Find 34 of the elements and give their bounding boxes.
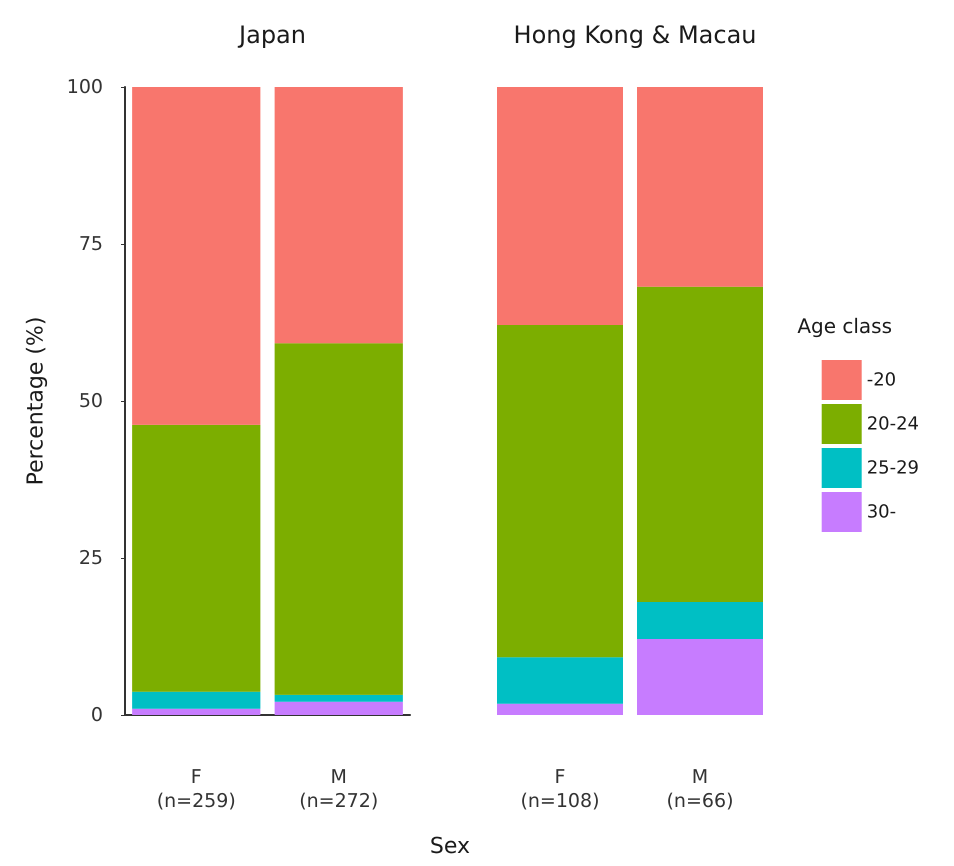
bar — [132, 424, 260, 692]
x-tick-label: F (n=108) — [520, 766, 600, 812]
x-axis-title: Sex — [430, 834, 470, 859]
legend-label: 30- — [866, 502, 896, 522]
y-tick-label: 100 — [66, 76, 103, 98]
bar — [497, 325, 623, 658]
bar — [132, 708, 260, 715]
bar — [274, 343, 403, 695]
legend-label: 20-24 — [866, 414, 920, 434]
chart-title: Japan — [237, 21, 306, 49]
bar — [637, 87, 763, 287]
bar — [132, 692, 260, 709]
bar — [132, 87, 260, 425]
bar — [274, 694, 403, 702]
bar — [497, 87, 623, 326]
x-tick-label: F (n=259) — [156, 766, 236, 812]
bar — [274, 87, 403, 344]
y-tick-label: 50 — [78, 390, 103, 412]
y-tick-label: 0 — [90, 704, 103, 726]
bar — [637, 286, 763, 602]
bar — [497, 657, 623, 704]
legend-title: Age class — [797, 314, 892, 338]
bar — [497, 704, 623, 715]
bar — [637, 602, 763, 640]
y-axis-title: Percentage (%) — [24, 316, 48, 486]
y-tick-label: 25 — [78, 547, 103, 569]
bar — [637, 639, 763, 715]
legend-label: -20 — [866, 370, 896, 390]
bar — [274, 702, 403, 715]
x-tick-label: M (n=66) — [666, 766, 734, 812]
x-tick-label: M (n=272) — [299, 766, 378, 812]
legend-label: 25-29 — [866, 458, 920, 478]
y-tick-label: 75 — [78, 233, 103, 255]
chart-title: Hong Kong & Macau — [514, 21, 756, 49]
